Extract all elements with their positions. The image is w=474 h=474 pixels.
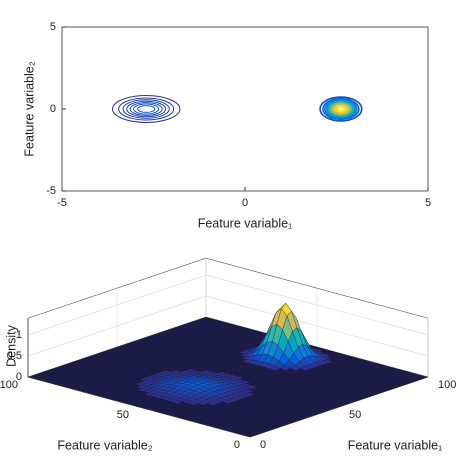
surface bbox=[27, 302, 429, 438]
x-tick-label: -5 bbox=[57, 197, 67, 209]
y-tick-label: 5 bbox=[50, 21, 56, 33]
x-axis-label: Feature variable₁ bbox=[348, 438, 443, 452]
contour-line bbox=[129, 102, 163, 116]
z-tick-label: 0.5 bbox=[7, 350, 22, 362]
y-tick-label: 0 bbox=[234, 439, 240, 451]
contour-line bbox=[324, 98, 358, 120]
contour-line bbox=[126, 100, 167, 118]
contour-line bbox=[335, 105, 347, 113]
x-tick-label: 50 bbox=[349, 409, 361, 421]
contour-line bbox=[319, 96, 363, 122]
x-tick-label: 5 bbox=[425, 197, 431, 209]
contour-line bbox=[118, 97, 175, 121]
z-tick-label: 1 bbox=[16, 329, 22, 341]
contour-line bbox=[137, 105, 156, 113]
axis-line bbox=[249, 376, 429, 438]
plot-frame bbox=[61, 26, 429, 192]
y-axis-label: Feature variable₂ bbox=[22, 61, 36, 156]
y-tick-label: -5 bbox=[46, 185, 56, 197]
x-tick-label: 0 bbox=[242, 197, 248, 209]
z-axis-label: Density bbox=[4, 324, 18, 366]
x-tick-label: 0 bbox=[260, 439, 266, 451]
contour-line bbox=[322, 97, 360, 121]
z-tick-label: 0 bbox=[16, 371, 22, 383]
x-tick-label: 100 bbox=[438, 379, 456, 391]
axis-line bbox=[27, 376, 251, 438]
x-axis-label: Feature variable₁ bbox=[198, 216, 293, 230]
contour-line bbox=[133, 103, 160, 115]
contour-line bbox=[336, 106, 346, 112]
y-tick-label: 0 bbox=[50, 103, 56, 115]
y-tick-label: 50 bbox=[117, 409, 129, 421]
y-tick-label: 100 bbox=[0, 379, 18, 391]
y-axis-label: Feature variable₂ bbox=[57, 438, 152, 452]
contour-line bbox=[122, 99, 170, 119]
contour-line bbox=[112, 95, 181, 123]
